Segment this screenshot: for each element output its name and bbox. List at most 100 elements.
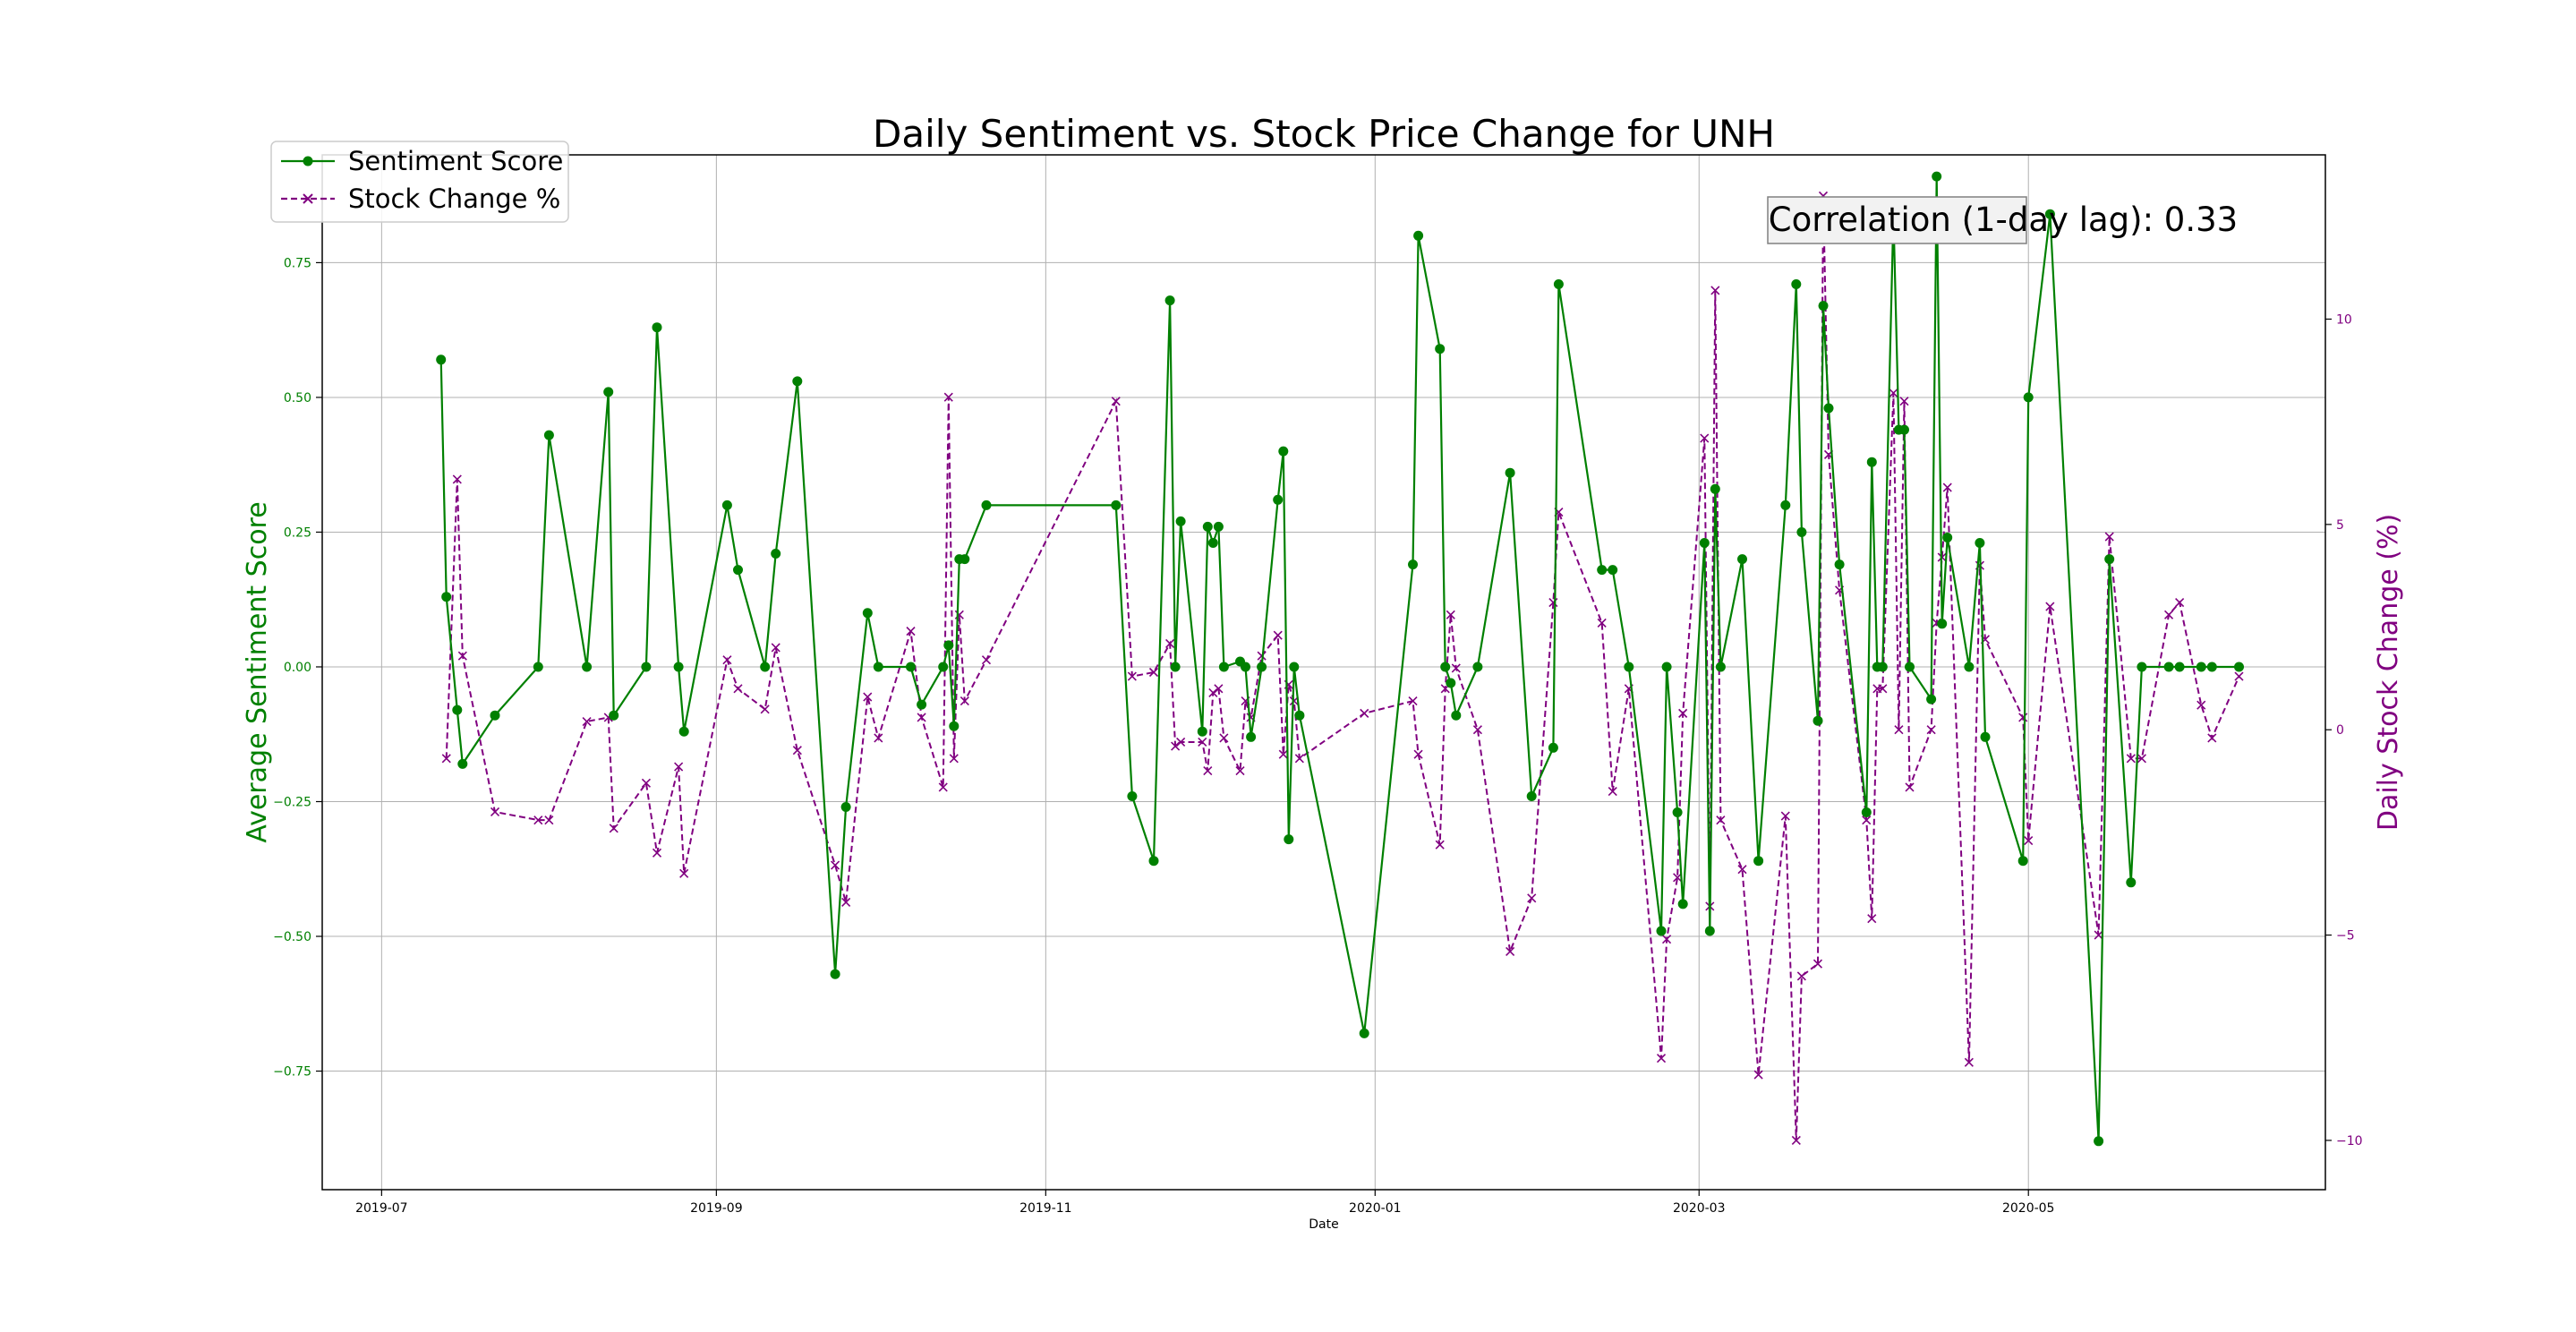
sentiment-point bbox=[2196, 662, 2206, 672]
sentiment-point bbox=[582, 662, 593, 672]
y-left-tick-label: −0.50 bbox=[273, 930, 311, 944]
annotation-box bbox=[1767, 196, 2027, 244]
stock-change-point bbox=[1926, 725, 1936, 735]
y-left-tick-label: 0.50 bbox=[284, 391, 311, 406]
sentiment-point bbox=[1753, 856, 1764, 867]
stock-change-point bbox=[1451, 663, 1461, 673]
correlation-annotation: Correlation (1-day lag): 0.33 bbox=[1767, 196, 2238, 244]
sentiment-point bbox=[1699, 538, 1710, 548]
sentiment-point bbox=[673, 662, 684, 672]
stock-change-point bbox=[1905, 782, 1915, 792]
sentiment-point bbox=[2023, 392, 2034, 403]
x-tick-label: 2020-01 bbox=[1349, 1201, 1402, 1216]
stock-change-point bbox=[1862, 815, 1872, 825]
stock-change-point bbox=[1360, 708, 1369, 718]
stock-change-point bbox=[1878, 684, 1888, 694]
stock-change-point bbox=[457, 651, 467, 661]
sentiment-point bbox=[862, 608, 873, 619]
stock-change-point bbox=[1656, 1054, 1667, 1063]
sentiment-point bbox=[943, 640, 954, 651]
stock-change-point bbox=[1165, 638, 1175, 648]
x-tick-label: 2019-07 bbox=[355, 1201, 408, 1216]
stock-change-point bbox=[1435, 840, 1445, 850]
sentiment-point bbox=[1813, 715, 1823, 726]
sentiment-point bbox=[1127, 791, 1138, 801]
sentiment-point bbox=[2126, 877, 2137, 888]
sentiment-point bbox=[1877, 662, 1888, 672]
sentiment-point bbox=[2017, 856, 2028, 867]
y-right-tick-label: 0 bbox=[2336, 723, 2344, 738]
sentiment-point bbox=[652, 322, 662, 333]
sentiment-point bbox=[2137, 662, 2147, 672]
sentiment-point bbox=[1677, 899, 1688, 909]
stock-change-point bbox=[1127, 671, 1137, 681]
stock-change-point bbox=[2234, 671, 2244, 681]
stock-change-point bbox=[1219, 733, 1229, 743]
stock-change-point bbox=[841, 897, 851, 907]
sentiment-point bbox=[1148, 856, 1159, 867]
stock-change-point bbox=[533, 815, 543, 825]
sentiment-point bbox=[1597, 565, 1608, 576]
stock-change-point bbox=[609, 824, 618, 833]
stock-change-point bbox=[1791, 1135, 1801, 1146]
sentiment-point bbox=[1526, 791, 1537, 801]
sentiment-point bbox=[1780, 500, 1791, 510]
sentiment-point bbox=[1451, 710, 1462, 721]
sentiment-point bbox=[2163, 662, 2174, 672]
stock-change-point bbox=[1737, 865, 1747, 875]
plot-frame bbox=[321, 154, 2326, 1191]
sentiment-point bbox=[609, 710, 619, 721]
sentiment-point bbox=[2234, 662, 2244, 672]
stock-change-point bbox=[938, 782, 948, 792]
sentiment-point bbox=[760, 662, 771, 672]
sentiment-point bbox=[1175, 516, 1186, 526]
sentiment-point bbox=[1791, 279, 1802, 289]
sentiment-point bbox=[1241, 662, 1250, 672]
stock-change-point bbox=[441, 754, 451, 764]
sentiment-point bbox=[533, 662, 543, 672]
stock-change-point bbox=[1796, 971, 1806, 981]
sentiment-point bbox=[1278, 446, 1289, 457]
sentiment-point bbox=[1294, 710, 1305, 721]
stock-change-point bbox=[1294, 754, 1304, 764]
sentiment-point bbox=[733, 565, 743, 576]
stock-change-point bbox=[1700, 433, 1710, 443]
stock-change-point bbox=[831, 860, 840, 870]
sentiment-point bbox=[1899, 424, 1909, 435]
stock-change-point bbox=[641, 778, 652, 788]
stock-change-point bbox=[1148, 667, 1159, 678]
x-tick-label: 2020-05 bbox=[2002, 1201, 2055, 1216]
sentiment-point bbox=[1111, 500, 1122, 510]
sentiment-point bbox=[1866, 457, 1877, 467]
y-left-tick-label: 0.75 bbox=[284, 256, 311, 270]
sentiment-point bbox=[1472, 662, 1483, 672]
stock-change-point bbox=[2094, 930, 2103, 940]
sentiment-point bbox=[1937, 619, 1948, 629]
y-left-tick-label: 0.00 bbox=[284, 661, 311, 675]
stock-change-point bbox=[1889, 388, 1898, 398]
x-tick-label: 2020-03 bbox=[1673, 1201, 1726, 1216]
sentiment-point bbox=[1932, 171, 1942, 182]
stock-change-point bbox=[943, 392, 953, 402]
stock-change-point bbox=[544, 815, 554, 825]
sentiment-point bbox=[1408, 559, 1418, 570]
stock-change-point bbox=[2175, 597, 2185, 608]
y-left-tick-label: −0.75 bbox=[273, 1065, 311, 1080]
sentiment-point bbox=[1164, 295, 1175, 306]
y-right-tick-label: 10 bbox=[2336, 312, 2352, 327]
sentiment-point bbox=[452, 704, 463, 715]
sentiment-point bbox=[1737, 554, 1747, 565]
sentiment-point bbox=[1435, 344, 1446, 354]
sentiment-point bbox=[840, 802, 851, 812]
stock-change-point bbox=[1894, 725, 1904, 735]
sentiment-point bbox=[1359, 1028, 1369, 1038]
stock-change-point bbox=[1964, 1057, 1974, 1067]
sentiment-point bbox=[1289, 662, 1300, 672]
legend-stock-label: Stock Change % bbox=[348, 184, 560, 214]
sentiment-point bbox=[457, 758, 468, 769]
sentiment-point bbox=[1197, 726, 1207, 737]
sentiment-point bbox=[1170, 662, 1181, 672]
sentiment-point bbox=[1218, 662, 1229, 672]
stock-change-point bbox=[906, 627, 916, 636]
